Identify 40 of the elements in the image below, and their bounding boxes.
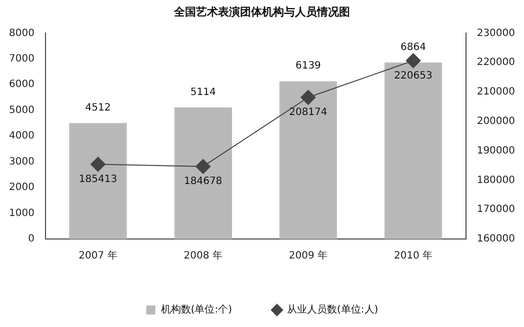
y2-tick-label: 230000: [476, 28, 516, 39]
y2-tick-label: 200000: [476, 116, 516, 127]
data-label: 4512: [85, 102, 111, 114]
x-tick-label: 2008 年: [184, 250, 222, 262]
x-tick-label: 2010 年: [394, 250, 433, 262]
y-tick-label: 8000: [8, 28, 34, 39]
data-label: 220653: [394, 70, 432, 82]
y-tick-label: 4000: [8, 130, 34, 142]
bar: [384, 62, 442, 239]
point: [406, 53, 421, 68]
data-label: 208174: [289, 106, 328, 118]
y-tick-label: 7000: [8, 54, 34, 65]
y-tick-label: 6000: [8, 79, 34, 90]
y2-tick-label: 160000: [476, 234, 516, 245]
data-label: 6139: [295, 60, 321, 72]
y2-tick-label: 180000: [476, 174, 516, 186]
y-tick-label: 0: [28, 234, 34, 245]
bar: [279, 81, 338, 239]
point: [300, 90, 316, 105]
data-label: 6864: [400, 42, 426, 54]
y2-tick-label: 190000: [476, 145, 516, 156]
y-tick-label: 3000: [8, 156, 34, 168]
bar: [69, 122, 127, 239]
y-tick-label: 5000: [8, 104, 34, 116]
point: [90, 156, 106, 172]
legend-label: 从业人员数(单位:人): [287, 304, 378, 316]
y-tick-label: 2000: [8, 182, 34, 194]
y-tick-label: 1000: [8, 208, 34, 219]
point: [196, 158, 211, 174]
y2-tick-label: 210000: [476, 86, 516, 98]
data-label: 184678: [184, 176, 222, 188]
x-tick-label: 2009 年: [288, 250, 328, 262]
legend-label: 机构数(单位:个): [160, 304, 232, 316]
y2-tick-label: 220000: [476, 57, 516, 68]
data-label: 185413: [78, 174, 118, 185]
data-label: 5114: [190, 87, 216, 98]
chart-title: 全国艺术表演团体机构与人员情况图: [173, 5, 350, 18]
y2-tick-label: 170000: [476, 204, 516, 216]
x-tick-label: 2007 年: [78, 250, 118, 262]
bar: [174, 107, 232, 239]
